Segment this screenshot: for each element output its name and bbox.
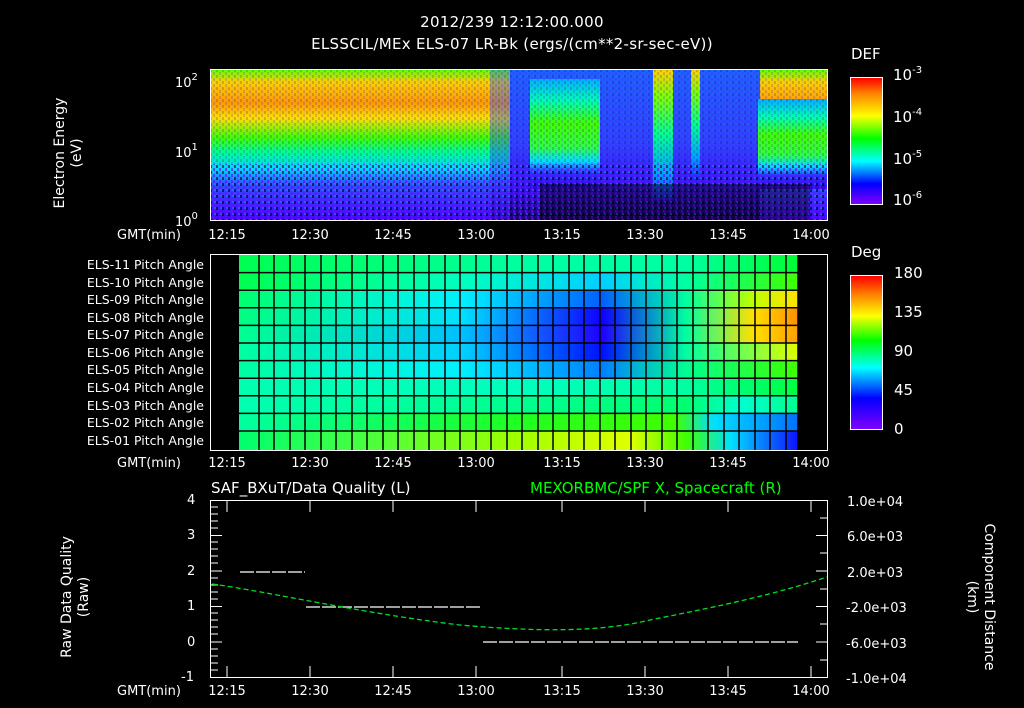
time-tick: 13:45: [709, 228, 747, 243]
deg-tick: 45: [894, 381, 914, 399]
distance-tick: -2.0e+03: [846, 601, 907, 616]
quality-axis-label-line1: Raw Data Quality: [59, 536, 75, 658]
time-tick: 13:15: [543, 228, 581, 243]
time-axis-label-3: GMT(min): [117, 684, 181, 699]
time-tick: 13:15: [543, 684, 581, 699]
time-tick: 12:45: [374, 684, 412, 699]
time-tick: 14:00: [792, 228, 830, 243]
time-tick: 13:30: [626, 456, 664, 471]
pitch-row-label: ELS-06 Pitch Angle: [86, 345, 204, 360]
distance-axis-label: Component Distance (km): [963, 507, 997, 687]
quality-tick: 1: [187, 599, 196, 614]
time-tick: 13:00: [457, 684, 495, 699]
def-colorbar: [850, 77, 883, 205]
panel3-title-left: SAF_BXuT/Data Quality (L): [211, 479, 411, 497]
quality-axis-label-line2: (Raw): [76, 576, 92, 618]
time-tick: 14:00: [792, 456, 830, 471]
deg-tick: 0: [894, 420, 904, 438]
pitch-angle-grid: [210, 254, 828, 451]
def-colorbar-title: DEF: [851, 45, 881, 63]
time-tick: 12:15: [208, 228, 246, 243]
pitch-row-label: ELS-09 Pitch Angle: [86, 292, 204, 307]
def-tick-1e-4: 10-4: [893, 107, 923, 126]
quality-tick: -1: [181, 670, 194, 685]
time-tick: 14:00: [792, 684, 830, 699]
panel3-title-right: MEXORBMC/SPF X, Spacecraft (R): [530, 479, 782, 497]
time-tick: 13:45: [709, 456, 747, 471]
energy-tick-1: 100: [175, 211, 198, 230]
deg-tick: 135: [894, 303, 923, 321]
time-tick: 13:45: [709, 684, 747, 699]
time-tick: 12:30: [291, 456, 329, 471]
pitch-row-label: ELS-07 Pitch Angle: [86, 327, 204, 342]
pitch-row-label: ELS-04 Pitch Angle: [86, 380, 204, 395]
time-tick: 12:30: [291, 684, 329, 699]
pitch-row-label: ELS-02 Pitch Angle: [86, 415, 204, 430]
deg-colorbar-title: Deg: [851, 243, 882, 261]
time-tick: 12:15: [208, 684, 246, 699]
energy-spectrogram: [210, 69, 828, 221]
energy-axis-label-line2: (eV): [69, 138, 85, 168]
distance-tick: -1.0e+04: [846, 672, 907, 687]
time-tick: 12:30: [291, 228, 329, 243]
distance-tick: 1.0e+04: [847, 495, 904, 510]
pitch-row-label: ELS-03 Pitch Angle: [86, 398, 204, 413]
quality-tick: 4: [187, 493, 196, 508]
time-tick: 12:45: [374, 228, 412, 243]
pitch-row-label: ELS-10 Pitch Angle: [86, 275, 204, 290]
time-tick: 13:30: [626, 228, 664, 243]
pitch-row-label: ELS-08 Pitch Angle: [86, 310, 204, 325]
quality-tick: 3: [187, 528, 196, 543]
quality-axis-label: Raw Data Quality (Raw): [59, 517, 93, 677]
grid-lines: [239, 255, 799, 450]
time-tick: 13:15: [543, 456, 581, 471]
distance-axis-label-line1: Component Distance: [981, 523, 997, 671]
quality-tick: 2: [187, 564, 196, 579]
time-tick: 13:30: [626, 684, 664, 699]
time-tick: 12:45: [374, 456, 412, 471]
plot-subtitle: ELSSCIL/MEx ELS-07 LR-Bk (ergs/(cm**2-sr…: [311, 35, 713, 53]
energy-tick-10: 101: [175, 142, 198, 161]
data-quality-series: [240, 571, 798, 643]
energy-axis-label: Electron Energy (eV): [52, 78, 86, 228]
deg-colorbar: [850, 275, 883, 430]
distance-axis-label-line2: (km): [964, 580, 980, 614]
pitch-row-label: ELS-05 Pitch Angle: [86, 362, 204, 377]
time-tick: 13:00: [457, 456, 495, 471]
time-tick: 12:15: [208, 456, 246, 471]
time-axis-label-2: GMT(min): [117, 456, 181, 471]
def-tick-1e-5: 10-5: [893, 149, 923, 168]
deg-tick: 180: [894, 264, 923, 282]
def-tick-1e-3: 10-3: [893, 65, 923, 84]
spf-x-series: [211, 576, 828, 631]
quality-distance-plot: [210, 500, 828, 678]
time-tick: 13:00: [457, 228, 495, 243]
quality-tick: 0: [187, 635, 196, 650]
pitch-cells: [239, 255, 798, 450]
distance-tick: 6.0e+03: [847, 530, 904, 545]
pitch-row-label: ELS-01 Pitch Angle: [86, 433, 204, 448]
distance-tick: 2.0e+03: [847, 566, 904, 581]
energy-axis-label-line1: Electron Energy: [52, 97, 68, 209]
energy-tick-100: 102: [175, 72, 198, 91]
distance-tick: -6.0e+03: [846, 637, 907, 652]
plot-timestamp: 2012/239 12:12:00.000: [420, 13, 604, 31]
pitch-row-label: ELS-11 Pitch Angle: [86, 257, 204, 272]
time-axis-label-1: GMT(min): [117, 228, 181, 243]
deg-tick: 90: [894, 342, 914, 360]
def-tick-1e-6: 10-6: [893, 190, 923, 209]
